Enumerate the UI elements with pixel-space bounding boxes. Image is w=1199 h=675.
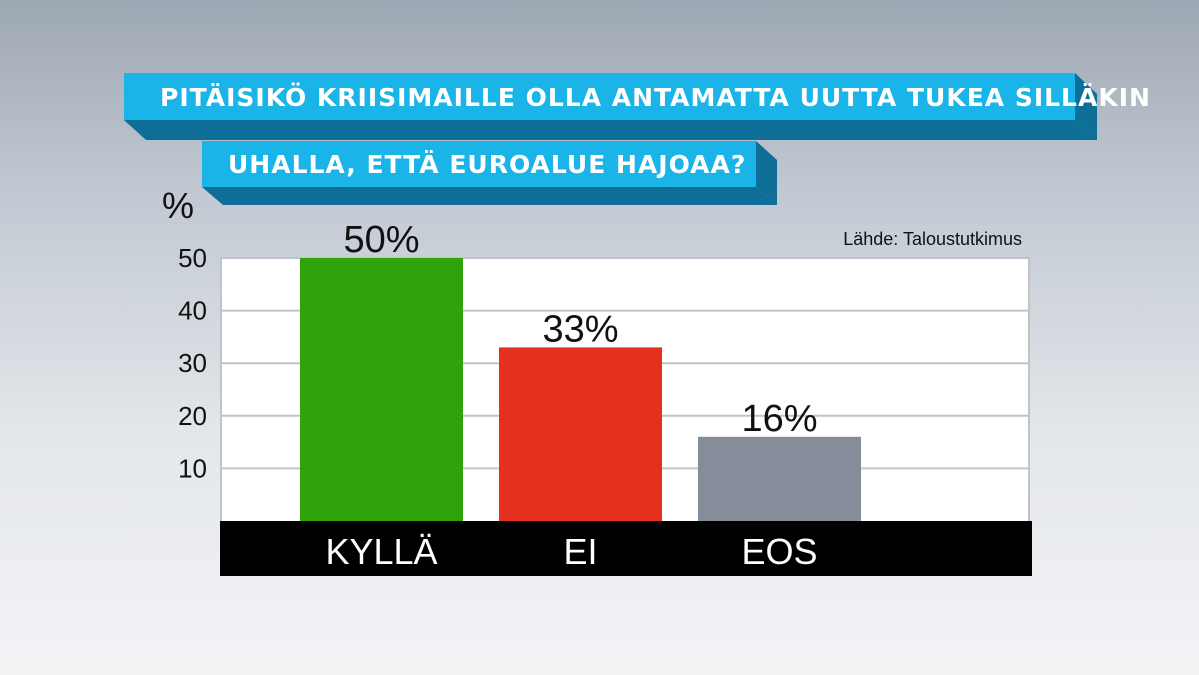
title-banner-2: UHALLA, ETTÄ EUROALUE HAJOAA? xyxy=(202,141,777,205)
category-label: EOS xyxy=(741,531,817,572)
bar-value-label: 16% xyxy=(741,398,817,440)
y-tick-label: 30 xyxy=(178,348,207,378)
title-banner-1: PITÄISIKÖ KRIISIMAILLE OLLA ANTAMATTA UU… xyxy=(124,73,1151,140)
bar-value-label: 50% xyxy=(343,219,419,261)
bar-eos xyxy=(698,436,861,521)
category-label: EI xyxy=(563,531,597,572)
bar-value-label: 33% xyxy=(542,308,618,350)
y-tick-label: 10 xyxy=(178,453,207,483)
y-tick-label: 40 xyxy=(178,296,207,326)
y-axis-unit: % xyxy=(162,185,194,226)
category-label: KYLLÄ xyxy=(325,531,437,572)
y-tick-label: 20 xyxy=(178,401,207,431)
title-line-1: PITÄISIKÖ KRIISIMAILLE OLLA ANTAMATTA UU… xyxy=(160,82,1151,112)
bar-ei xyxy=(499,347,662,521)
source-note: Lähde: Taloustutkimus xyxy=(843,229,1022,249)
title-line-2: UHALLA, ETTÄ EUROALUE HAJOAA? xyxy=(228,149,746,179)
y-tick-label: 50 xyxy=(178,243,207,273)
bar-kyllä xyxy=(300,258,463,521)
category-band xyxy=(220,521,1032,576)
